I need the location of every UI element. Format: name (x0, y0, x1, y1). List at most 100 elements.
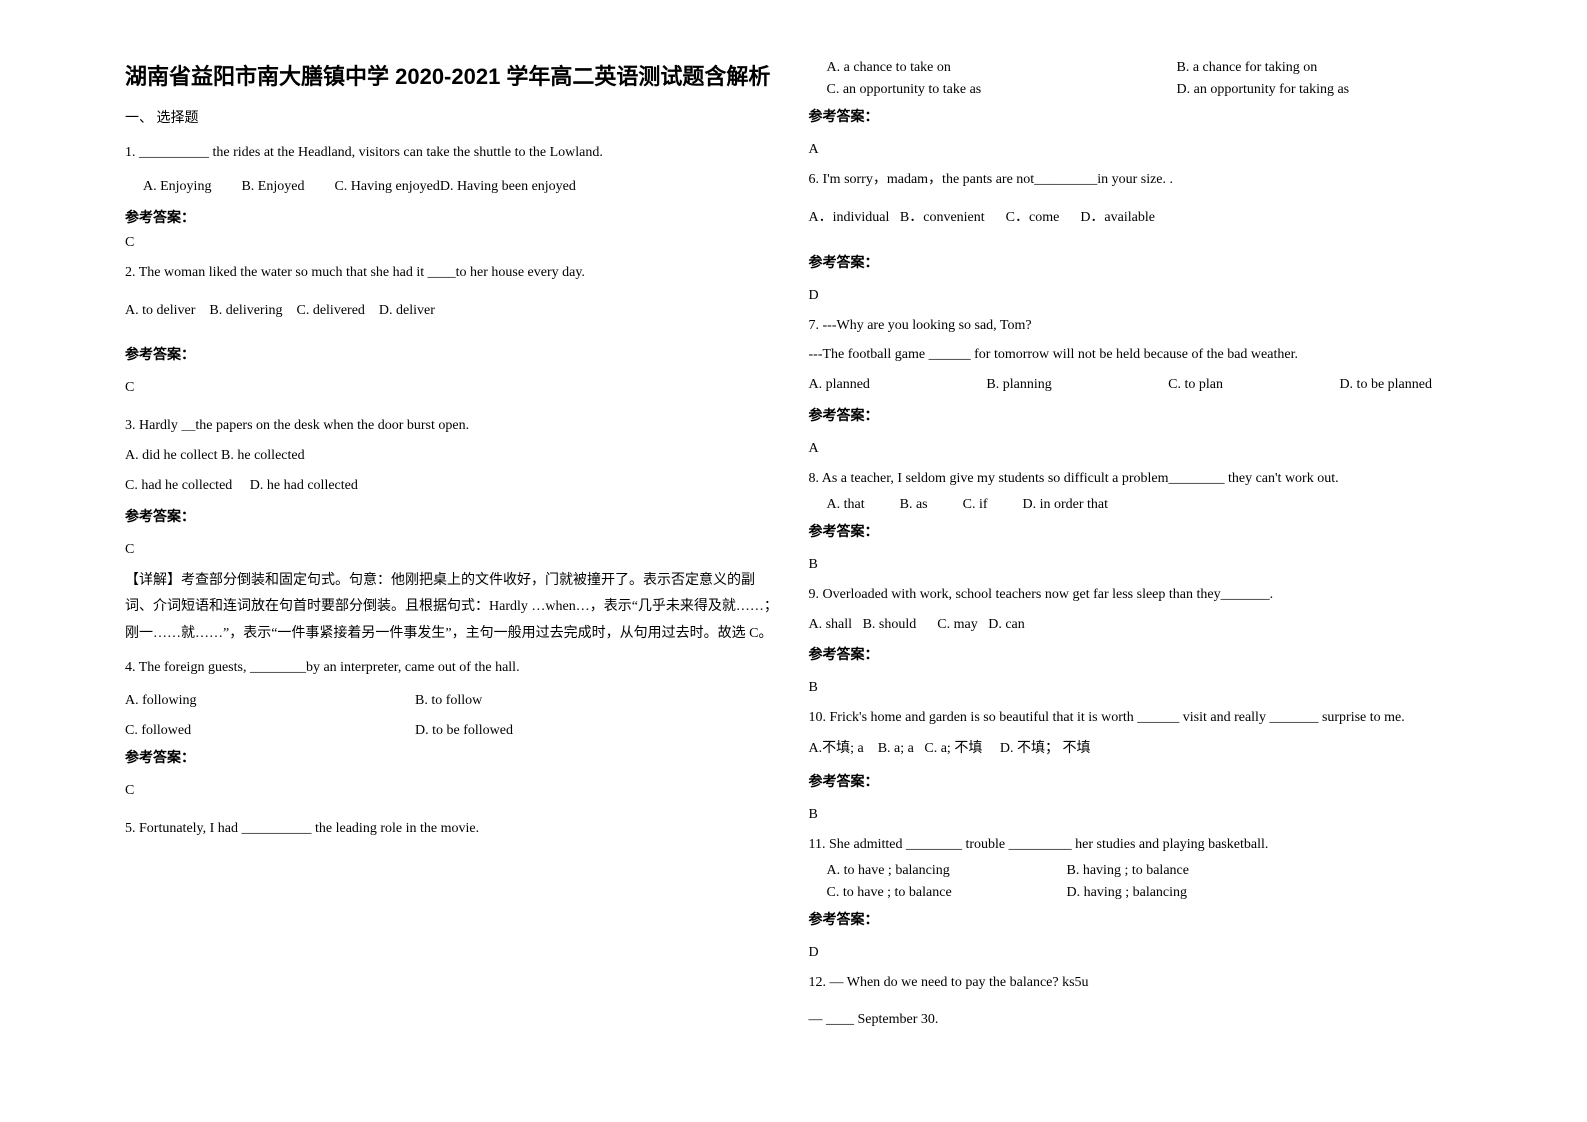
q5-optA: A. a chance to take on (827, 60, 1057, 76)
q4-optA: A. following (125, 693, 325, 709)
q9-stem: 9. Overloaded with work, school teachers… (809, 583, 1463, 607)
q10-ans: B (809, 807, 1463, 823)
q5-optD: D. an opportunity for taking as (1177, 82, 1350, 98)
q1-optB: B. Enjoyed (241, 179, 304, 195)
q2-optC: C. delivered (296, 303, 364, 318)
q5-ans: A (809, 142, 1463, 158)
q6-optB: B．convenient (900, 210, 985, 225)
q5-options-row2: C. an opportunity to take as D. an oppor… (827, 82, 1463, 98)
q1-ans-label: 参考答案： (125, 207, 779, 227)
q7-optB: B. planning (986, 373, 1051, 397)
q8-optA: A. that (827, 497, 865, 513)
q1-optC: C. Having enjoyed (334, 179, 439, 195)
q7-ans-label: 参考答案： (809, 405, 1463, 425)
q11-optD: D. having ; balancing (1067, 885, 1188, 901)
q7-optC: C. to plan (1168, 373, 1223, 397)
q8-options: A. that B. as C. if D. in order that (827, 497, 1463, 513)
q11-options-row1: A. to have ; balancing B. having ; to ba… (827, 863, 1463, 879)
q2-optD: D. deliver (379, 303, 435, 318)
q2-options: A. to deliver B. delivering C. delivered… (125, 299, 779, 323)
q6-ans: D (809, 288, 1463, 304)
q4-optC: C. followed (125, 723, 325, 739)
q9-optB: B. should (863, 617, 917, 632)
q8-stem: 8. As a teacher, I seldom give my studen… (809, 467, 1463, 491)
q2-optA: A. to deliver (125, 303, 195, 318)
left-column: 湖南省益阳市南大膳镇中学 2020-2021 学年高二英语测试题含解析 一、 选… (110, 60, 794, 1082)
q9-ans: B (809, 680, 1463, 696)
q11-stem: 11. She admitted ________ trouble ______… (809, 833, 1463, 857)
q6-optD: D．available (1080, 210, 1155, 225)
q1-optD: D. Having been enjoyed (440, 179, 576, 195)
q7-options: A. planned B. planning C. to plan D. to … (809, 373, 1463, 397)
q3-optA: A. did he collect (125, 448, 218, 463)
q1-options: A. Enjoying B. Enjoyed C. Having enjoyed… (143, 179, 779, 195)
q4-optD: D. to be followed (415, 723, 513, 739)
q9-options: A. shall B. should C. may D. can (809, 613, 1463, 637)
q5-optC: C. an opportunity to take as (827, 82, 1057, 98)
q7-stem1: 7. ---Why are you looking so sad, Tom? (809, 314, 1463, 338)
q2-optB: B. delivering (209, 303, 282, 318)
q2-ans: C (125, 380, 779, 396)
q8-ans: B (809, 557, 1463, 573)
q6-optC: C．come (1006, 210, 1060, 225)
q11-optC: C. to have ; to balance (827, 885, 1007, 901)
q2-stem: 2. The woman liked the water so much tha… (125, 261, 779, 285)
q10-optB: B. a; a (878, 741, 914, 756)
q6-stem: 6. I'm sorry，madam，the pants are not____… (809, 168, 1463, 192)
q5-ans-label: 参考答案： (809, 106, 1463, 126)
q6-options: A．individual B．convenient C．come D．avail… (809, 206, 1463, 230)
q8-optD: D. in order that (1023, 497, 1109, 513)
page-title: 湖南省益阳市南大膳镇中学 2020-2021 学年高二英语测试题含解析 (125, 60, 779, 93)
q4-ans: C (125, 783, 779, 799)
q2-ans-label: 参考答案： (125, 344, 779, 364)
q8-optB: B. as (900, 497, 928, 513)
q11-optA: A. to have ; balancing (827, 863, 1007, 879)
q10-optD: D. 不填； 不填 (1000, 741, 1091, 756)
q4-options-row1: A. following B. to follow (125, 693, 779, 709)
q5-stem: 5. Fortunately, I had __________ the lea… (125, 817, 779, 841)
right-column: A. a chance to take on B. a chance for t… (794, 60, 1478, 1082)
q5-options-row1: A. a chance to take on B. a chance for t… (827, 60, 1463, 76)
q9-optA: A. shall (809, 617, 853, 632)
q7-ans: A (809, 441, 1463, 457)
q4-options-row2: C. followed D. to be followed (125, 723, 779, 739)
q8-optC: C. if (963, 497, 988, 513)
q11-ans-label: 参考答案： (809, 909, 1463, 929)
q3-ans: C (125, 542, 779, 558)
q6-ans-label: 参考答案： (809, 252, 1463, 272)
q9-ans-label: 参考答案： (809, 644, 1463, 664)
q5-optB: B. a chance for taking on (1177, 60, 1318, 76)
q3-options-row1: A. did he collect B. he collected (125, 444, 779, 468)
q11-optB: B. having ; to balance (1067, 863, 1189, 879)
q3-stem: 3. Hardly ＿the papers on the desk when t… (125, 414, 779, 438)
q4-optB: B. to follow (415, 693, 482, 709)
q1-optA: A. Enjoying (143, 179, 211, 195)
q10-optA: A.不填; a (809, 741, 864, 756)
q3-optD: D. he had collected (250, 478, 358, 493)
q12-stem1: 12. — When do we need to pay the balance… (809, 971, 1463, 995)
q8-ans-label: 参考答案： (809, 521, 1463, 541)
q11-options-row2: C. to have ; to balance D. having ; bala… (827, 885, 1463, 901)
q7-stem2: ---The football game ______ for tomorrow… (809, 343, 1463, 367)
q10-ans-label: 参考答案： (809, 771, 1463, 791)
q1-ans: C (125, 235, 779, 251)
q4-stem: 4. The foreign guests, ________by an int… (125, 656, 779, 680)
q10-stem: 10. Frick's home and garden is so beauti… (809, 706, 1463, 730)
q3-optB: B. he collected (221, 448, 305, 463)
q10-options: A.不填; a B. a; a C. a; 不填 D. 不填； 不填 (809, 736, 1463, 763)
section-header: 一、 选择题 (125, 107, 779, 127)
q9-optD: D. can (988, 617, 1025, 632)
q10-optC: C. a; 不填 (924, 741, 982, 756)
q12-stem2: — ____ September 30. (809, 1008, 1463, 1032)
q3-optC: C. had he collected (125, 478, 232, 493)
q11-ans: D (809, 945, 1463, 961)
q7-optA: A. planned (809, 373, 870, 397)
q4-ans-label: 参考答案： (125, 747, 779, 767)
q6-optA: A．individual (809, 210, 890, 225)
q9-optC: C. may (937, 617, 977, 632)
q7-optD: D. to be planned (1339, 373, 1432, 397)
q3-ans-label: 参考答案： (125, 506, 779, 526)
q3-explain: 【详解】考查部分倒装和固定句式。句意：他刚把桌上的文件收好，门就被撞开了。表示否… (125, 568, 779, 648)
q1-stem: 1. __________ the rides at the Headland,… (125, 141, 779, 165)
q3-options-row2: C. had he collected D. he had collected (125, 474, 779, 498)
